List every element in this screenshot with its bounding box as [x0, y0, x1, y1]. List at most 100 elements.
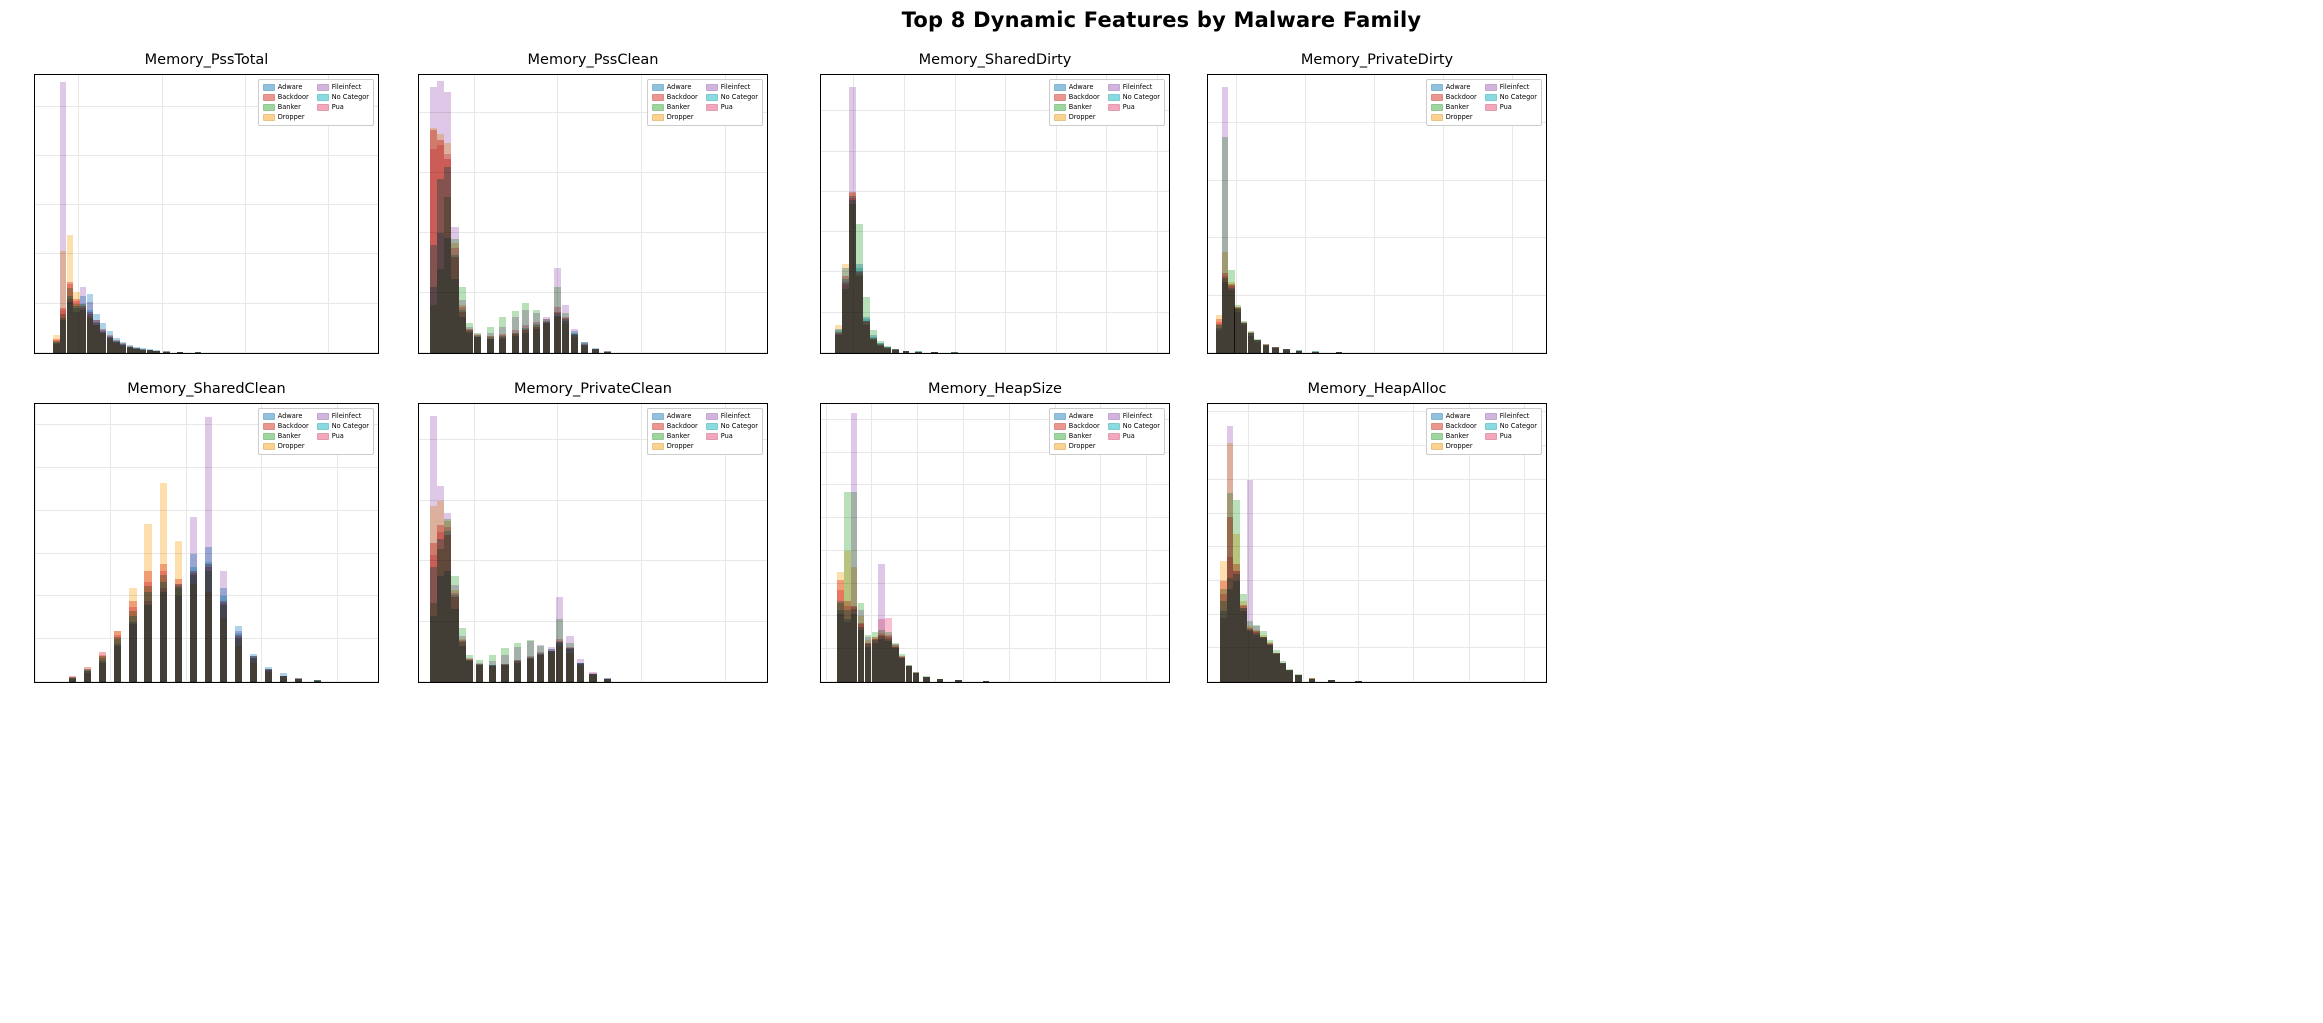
x-tick-mark: [557, 682, 558, 683]
legend-item-fileinfect[interactable]: Fileinfect: [705, 83, 758, 92]
legend[interactable]: Adware Backdoor Banker Dropper Fileinfect No …: [1425, 408, 1542, 455]
legend-item-fileinfect[interactable]: Fileinfect: [1107, 83, 1160, 92]
legend-item-dropper[interactable]: Dropper: [262, 113, 309, 122]
legend-column: Fileinfect No Categor Pua: [1484, 83, 1537, 122]
legend-item-banker[interactable]: Banker: [651, 103, 698, 112]
legend[interactable]: Adware Backdoor Banker Dropper Fileinfect No …: [646, 79, 763, 126]
legend-column: Fileinfect No Categor Pua: [1107, 412, 1160, 451]
legend-item-no-categor[interactable]: No Categor: [316, 422, 369, 431]
legend[interactable]: Adware Backdoor Banker Dropper Fileinfect No …: [1425, 79, 1542, 126]
histogram-bar: [871, 637, 878, 682]
legend-item-no-categor[interactable]: No Categor: [1107, 422, 1160, 431]
legend-item-banker[interactable]: Banker: [1053, 432, 1100, 441]
legend-item-pua[interactable]: Pua: [1107, 432, 1160, 441]
legend-item-banker[interactable]: Banker: [1053, 103, 1100, 112]
legend-item-backdoor[interactable]: Backdoor: [651, 93, 698, 102]
legend-item-pua[interactable]: Pua: [1484, 432, 1537, 441]
legend-item-dropper[interactable]: Dropper: [1053, 113, 1100, 122]
legend-item-dropper[interactable]: Dropper: [1430, 113, 1477, 122]
histogram-bar: [863, 320, 870, 353]
legend-item-dropper[interactable]: Dropper: [651, 442, 698, 451]
y-tick-mark: [34, 553, 35, 554]
legend-item-pua[interactable]: Pua: [1484, 103, 1537, 112]
legend[interactable]: Adware Backdoor Banker Dropper Fileinfect No …: [1048, 79, 1165, 126]
gridline-horizontal: [419, 499, 767, 501]
legend-item-banker[interactable]: Banker: [1430, 103, 1477, 112]
legend[interactable]: Adware Backdoor Banker Dropper Fileinfect No …: [646, 408, 763, 455]
legend-item-banker[interactable]: Banker: [262, 432, 309, 441]
legend-label: Pua: [1122, 432, 1135, 440]
legend-item-backdoor[interactable]: Backdoor: [651, 422, 698, 431]
legend-item-pua[interactable]: Pua: [705, 103, 758, 112]
legend-item-no-categor[interactable]: No Categor: [1107, 93, 1160, 102]
histogram-bar: [60, 309, 67, 353]
legend-item-banker[interactable]: Banker: [1430, 432, 1477, 441]
legend-swatch-icon: [651, 94, 664, 101]
legend-item-fileinfect[interactable]: Fileinfect: [1484, 83, 1537, 92]
legend-item-adware[interactable]: Adware: [1430, 412, 1477, 421]
legend-item-adware[interactable]: Adware: [1053, 83, 1100, 92]
legend-item-adware[interactable]: Adware: [651, 412, 698, 421]
histogram-bar: [1246, 628, 1254, 682]
legend-swatch-icon: [1053, 84, 1066, 91]
legend-item-dropper[interactable]: Dropper: [262, 442, 309, 451]
legend-item-banker[interactable]: Banker: [262, 103, 309, 112]
legend-item-adware[interactable]: Adware: [1053, 412, 1100, 421]
legend-item-backdoor[interactable]: Backdoor: [1053, 422, 1100, 431]
legend-item-no-categor[interactable]: No Categor: [1484, 422, 1537, 431]
legend-item-adware[interactable]: Adware: [262, 412, 309, 421]
legend-label: Fileinfect: [331, 83, 362, 91]
legend-item-pua[interactable]: Pua: [316, 103, 369, 112]
gridline-horizontal: [1208, 352, 1546, 353]
legend-item-fileinfect[interactable]: Fileinfect: [316, 83, 369, 92]
gridline-horizontal: [821, 231, 1169, 233]
legend-item-backdoor[interactable]: Backdoor: [1430, 93, 1477, 102]
legend-item-fileinfect[interactable]: Fileinfect: [1484, 412, 1537, 421]
legend-item-banker[interactable]: Banker: [651, 432, 698, 441]
legend-item-fileinfect[interactable]: Fileinfect: [1107, 412, 1160, 421]
legend-item-dropper[interactable]: Dropper: [1053, 442, 1100, 451]
legend-item-no-categor[interactable]: No Categor: [1484, 93, 1537, 102]
gridline-horizontal: [1208, 613, 1546, 615]
legend-swatch-icon: [316, 104, 329, 111]
histogram-bar: [1273, 653, 1280, 682]
plot-area: 0.00.51.01.52.005101520AdwareBackdoorBan…: [1207, 74, 1547, 354]
legend-item-adware[interactable]: Adware: [1430, 83, 1477, 92]
histogram-bar: [885, 617, 892, 682]
legend-item-no-categor[interactable]: No Categor: [316, 93, 369, 102]
x-tick-mark: [1100, 682, 1101, 683]
gridline-horizontal: [35, 302, 378, 304]
legend[interactable]: Adware Backdoor Banker Dropper Fileinfect No …: [257, 408, 374, 455]
legend-item-pua[interactable]: Pua: [1107, 103, 1160, 112]
legend-label: Dropper: [666, 113, 694, 121]
legend[interactable]: Adware Backdoor Banker Dropper Fileinfect No …: [257, 79, 374, 126]
legend-item-fileinfect[interactable]: Fileinfect: [316, 412, 369, 421]
legend-item-backdoor[interactable]: Backdoor: [1430, 422, 1477, 431]
y-tick-mark: [820, 419, 821, 420]
legend-item-dropper[interactable]: Dropper: [1430, 442, 1477, 451]
histogram-bar: [1233, 570, 1241, 682]
legend-item-adware[interactable]: Adware: [262, 83, 309, 92]
legend[interactable]: Adware Backdoor Banker Dropper Fileinfect No …: [1048, 408, 1165, 455]
histogram-bar: [129, 607, 137, 682]
legend-item-no-categor[interactable]: No Categor: [705, 422, 758, 431]
legend-item-dropper[interactable]: Dropper: [651, 113, 698, 122]
legend-item-backdoor[interactable]: Backdoor: [1053, 93, 1100, 102]
histogram-bar: [146, 350, 154, 353]
legend-item-pua[interactable]: Pua: [316, 432, 369, 441]
histogram-bar: [899, 657, 906, 682]
legend-swatch-icon: [1107, 104, 1120, 111]
legend-item-backdoor[interactable]: Backdoor: [262, 422, 309, 431]
y-tick-mark: [820, 517, 821, 518]
legend-column: Fileinfect No Categor Pua: [316, 83, 369, 122]
histogram-bar: [458, 307, 466, 353]
gridline-horizontal: [419, 439, 767, 441]
histogram-bar: [856, 270, 863, 353]
subplot-memory-heapsize: Memory_HeapSize 0.000.250.500.751.001.251…: [820, 381, 1170, 713]
histogram-bar: [1215, 321, 1223, 353]
legend-item-backdoor[interactable]: Backdoor: [262, 93, 309, 102]
legend-item-fileinfect[interactable]: Fileinfect: [705, 412, 758, 421]
legend-item-adware[interactable]: Adware: [651, 83, 698, 92]
legend-item-no-categor[interactable]: No Categor: [705, 93, 758, 102]
legend-item-pua[interactable]: Pua: [705, 432, 758, 441]
